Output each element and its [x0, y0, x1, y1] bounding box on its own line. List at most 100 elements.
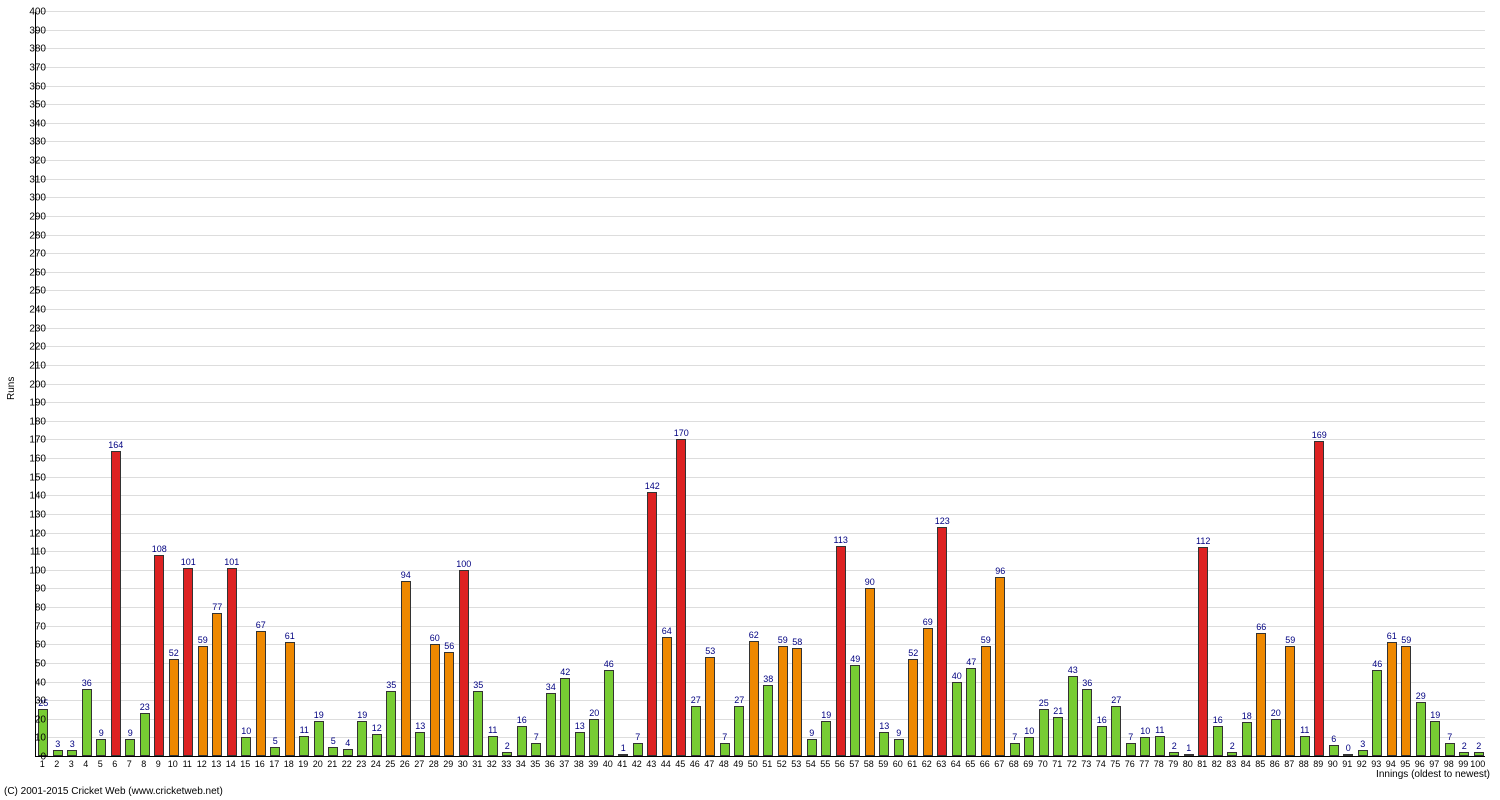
bar-value-label: 10	[241, 726, 251, 736]
bar: 23	[140, 713, 150, 756]
bar-value-label: 100	[456, 559, 471, 569]
bar-value-label: 52	[169, 648, 179, 658]
bar: 164	[111, 451, 121, 756]
x-tick-label: 44	[661, 759, 671, 769]
bar: 2	[1474, 752, 1484, 756]
bar-value-label: 170	[674, 428, 689, 438]
bar: 46	[1372, 670, 1382, 756]
bar-value-label: 9	[99, 728, 104, 738]
y-tick-label: 240	[16, 305, 46, 316]
y-tick-label: 260	[16, 267, 46, 278]
y-tick-label: 150	[16, 472, 46, 483]
bar: 7	[1445, 743, 1455, 756]
bar-value-label: 46	[1372, 659, 1382, 669]
x-tick-label: 77	[1139, 759, 1149, 769]
bar-value-label: 5	[273, 736, 278, 746]
y-tick-label: 390	[16, 25, 46, 36]
x-tick-label: 95	[1400, 759, 1410, 769]
x-tick-label: 40	[603, 759, 613, 769]
x-tick-label: 33	[501, 759, 511, 769]
x-tick-label: 80	[1183, 759, 1193, 769]
x-tick-label: 66	[980, 759, 990, 769]
bar-value-label: 16	[1213, 715, 1223, 725]
x-tick-label: 91	[1342, 759, 1352, 769]
bar: 10	[1024, 737, 1034, 756]
y-tick-label: 350	[16, 100, 46, 111]
bar: 7	[720, 743, 730, 756]
bar: 42	[560, 678, 570, 756]
x-tick-label: 35	[530, 759, 540, 769]
x-tick-label: 87	[1284, 759, 1294, 769]
bar-value-label: 2	[1230, 741, 1235, 751]
bar-value-label: 164	[108, 440, 123, 450]
bar-value-label: 43	[1068, 665, 1078, 675]
gridline	[36, 737, 1485, 738]
bar: 0	[1343, 754, 1353, 756]
bar-value-label: 1	[1186, 743, 1191, 753]
bar: 100	[459, 570, 469, 756]
bar-value-label: 21	[1053, 706, 1063, 716]
bar: 47	[966, 668, 976, 756]
y-tick-label: 100	[16, 565, 46, 576]
y-tick-label: 320	[16, 156, 46, 167]
bar: 9	[96, 739, 106, 756]
bar: 60	[430, 644, 440, 756]
bar: 27	[1111, 706, 1121, 756]
bar-value-label: 5	[331, 736, 336, 746]
gridline	[36, 86, 1485, 87]
bar: 20	[589, 719, 599, 756]
x-tick-label: 19	[298, 759, 308, 769]
bar: 77	[212, 613, 222, 756]
bar: 123	[937, 527, 947, 756]
x-tick-label: 24	[371, 759, 381, 769]
bar: 36	[82, 689, 92, 756]
y-tick-label: 340	[16, 118, 46, 129]
bar-value-label: 169	[1312, 430, 1327, 440]
bar: 11	[1155, 736, 1165, 756]
bar: 59	[981, 646, 991, 756]
x-tick-label: 27	[414, 759, 424, 769]
x-tick-label: 94	[1386, 759, 1396, 769]
gridline	[36, 719, 1485, 720]
y-tick-label: 20	[16, 714, 46, 725]
gridline	[36, 682, 1485, 683]
y-tick-label: 200	[16, 379, 46, 390]
gridline	[36, 123, 1485, 124]
bar: 40	[952, 682, 962, 757]
x-tick-label: 74	[1096, 759, 1106, 769]
x-tick-label: 90	[1328, 759, 1338, 769]
gridline	[36, 495, 1485, 496]
bar: 52	[169, 659, 179, 756]
bar-value-label: 96	[995, 566, 1005, 576]
bar: 56	[444, 652, 454, 756]
gridline	[36, 384, 1485, 385]
bar: 43	[1068, 676, 1078, 756]
bar-value-label: 52	[908, 648, 918, 658]
bar-value-label: 35	[473, 680, 483, 690]
gridline	[36, 328, 1485, 329]
bar-value-label: 47	[966, 657, 976, 667]
x-tick-label: 83	[1226, 759, 1236, 769]
x-tick-label: 46	[690, 759, 700, 769]
bar: 59	[1285, 646, 1295, 756]
bar-value-label: 69	[923, 617, 933, 627]
bar: 59	[778, 646, 788, 756]
bar: 61	[1387, 642, 1397, 756]
bar: 12	[372, 734, 382, 756]
y-tick-label: 280	[16, 230, 46, 241]
bar: 53	[705, 657, 715, 756]
bar: 10	[241, 737, 251, 756]
x-tick-label: 17	[269, 759, 279, 769]
x-tick-label: 62	[922, 759, 932, 769]
bar-value-label: 20	[589, 708, 599, 718]
x-tick-label: 23	[356, 759, 366, 769]
x-tick-label: 50	[748, 759, 758, 769]
bar-value-label: 94	[401, 570, 411, 580]
x-tick-label: 13	[211, 759, 221, 769]
bar-value-label: 23	[140, 702, 150, 712]
x-tick-label: 96	[1415, 759, 1425, 769]
gridline	[36, 309, 1485, 310]
bar: 38	[763, 685, 773, 756]
bar-value-label: 101	[181, 557, 196, 567]
x-tick-label: 28	[429, 759, 439, 769]
